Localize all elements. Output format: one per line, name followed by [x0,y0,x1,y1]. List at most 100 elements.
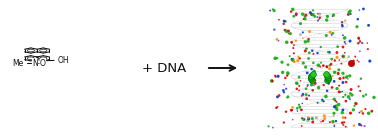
Point [363,94,369,96]
Point [300,37,306,39]
Point [290,59,296,61]
Point [274,96,280,98]
Point [345,78,351,80]
Point [283,88,289,90]
Point [321,84,327,86]
Point [342,117,349,119]
Point [313,117,319,119]
Point [333,107,339,109]
Point [289,109,295,111]
Point [328,34,335,36]
Point [308,77,314,79]
Point [272,57,278,59]
Point [308,76,314,78]
Point [333,100,339,102]
Point [311,84,317,86]
Point [341,121,347,123]
Point [333,101,339,103]
Point [291,61,297,63]
Point [339,24,345,26]
Point [299,102,305,105]
Point [309,118,315,120]
Point [338,63,344,65]
Point [285,64,291,66]
Point [270,127,276,129]
Point [285,96,291,98]
Point [307,11,313,14]
Point [332,106,338,108]
Point [306,38,312,40]
Point [352,55,358,58]
Point [358,124,364,126]
Text: O: O [40,59,46,68]
Point [310,9,316,11]
Point [322,118,328,120]
Point [302,16,308,18]
Point [323,73,329,75]
Point [331,98,337,100]
Point [356,85,362,87]
Point [291,15,297,17]
Point [318,62,324,64]
Point [341,77,347,79]
Point [363,108,369,110]
Point [294,110,301,112]
Point [281,121,287,124]
Point [345,96,352,98]
Point [325,83,332,85]
Point [307,30,313,33]
Point [333,105,339,107]
Point [340,55,346,57]
Point [366,24,372,26]
Point [358,110,364,112]
Point [323,34,329,37]
Point [365,48,371,50]
Point [317,17,323,19]
Point [330,115,336,117]
Point [284,41,290,43]
Point [309,79,315,81]
Point [336,91,342,93]
Point [347,92,353,95]
Point [336,73,342,75]
Point [331,112,337,114]
Point [342,20,348,22]
Point [309,14,315,16]
Point [356,9,363,11]
Point [312,81,318,83]
Point [296,76,302,78]
Point [371,96,377,98]
Point [275,75,281,77]
Point [289,58,295,61]
Point [319,100,325,102]
Point [299,117,305,119]
Point [332,71,338,73]
Point [305,57,311,60]
Point [327,121,333,123]
Point [330,75,336,77]
Point [283,94,289,96]
Point [321,100,327,102]
Point [299,125,305,127]
Point [332,59,338,62]
Point [343,100,349,102]
Point [339,112,345,114]
Point [311,70,317,72]
Point [312,82,318,84]
Text: + DNA: + DNA [142,61,187,75]
Point [323,69,329,71]
Point [324,66,330,68]
Point [336,59,342,61]
Point [309,74,315,76]
Point [308,68,314,70]
Point [309,50,315,52]
Point [270,8,276,10]
Point [354,59,360,61]
Point [299,95,305,97]
Point [334,56,340,58]
Point [336,85,342,87]
Point [276,19,282,21]
Point [305,117,311,119]
Point [312,15,318,18]
Point [340,96,346,98]
